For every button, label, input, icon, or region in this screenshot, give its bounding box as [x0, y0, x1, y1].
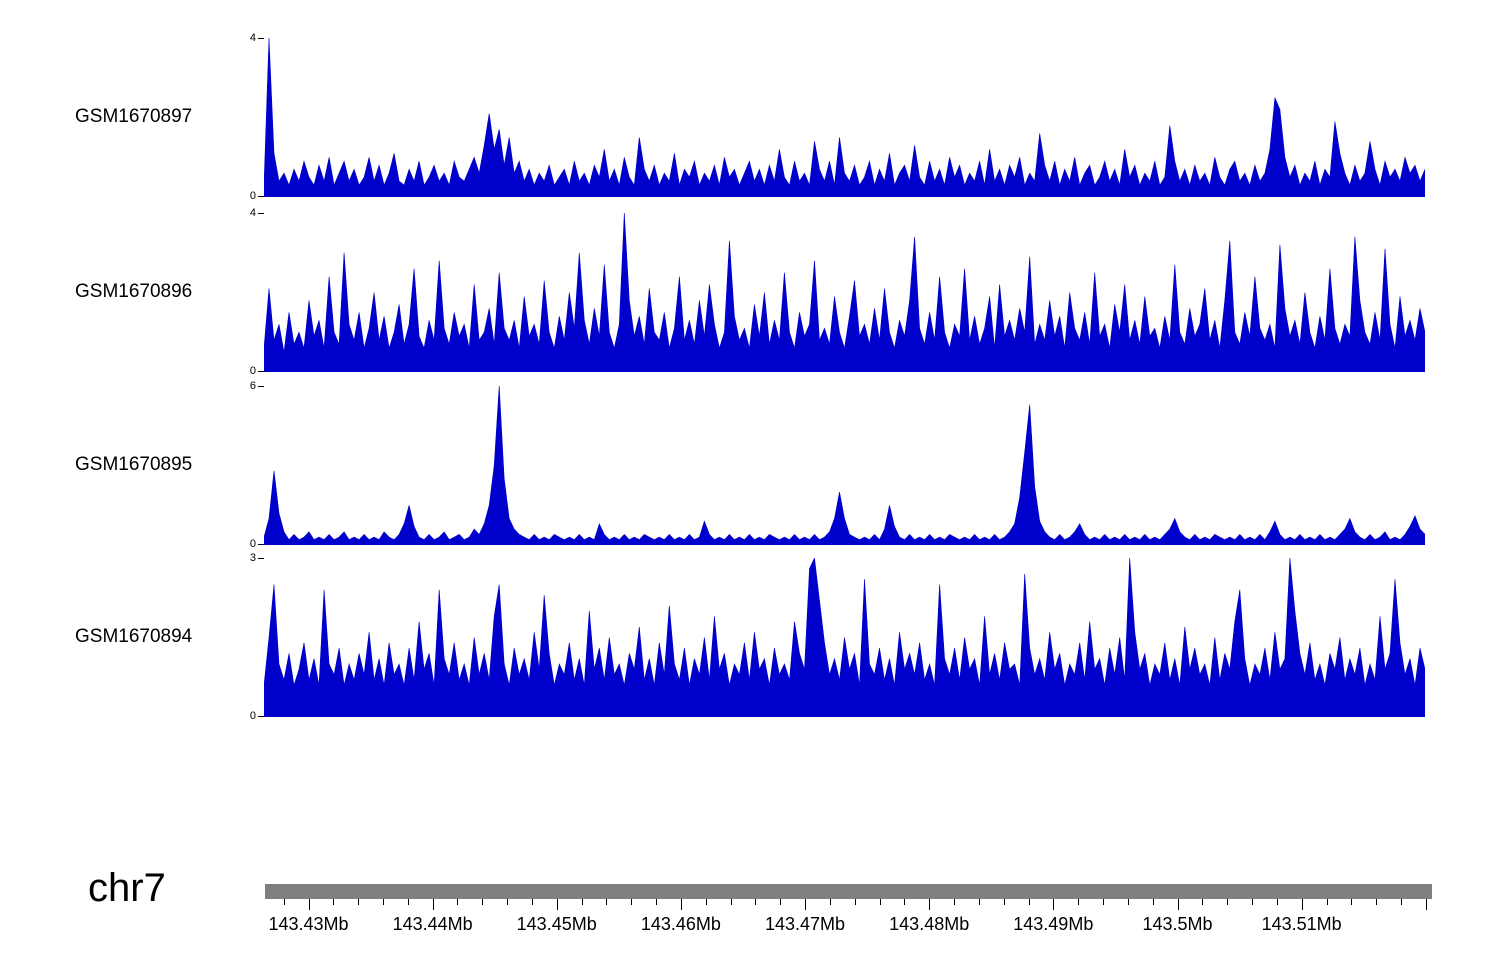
major-tick [680, 899, 682, 910]
minor-tick [581, 899, 583, 905]
y-axis-tick [258, 558, 264, 559]
coordinate-label: 143.49Mb [1013, 914, 1094, 934]
minor-tick [705, 899, 707, 905]
minor-tick [1103, 899, 1104, 905]
y-axis-max-label: 4 [249, 207, 256, 219]
y-axis-min-label: 0 [249, 710, 256, 722]
minor-tick [507, 899, 509, 905]
y-axis-min-label: 0 [249, 190, 256, 202]
track-label: GSM1670894 [75, 626, 193, 647]
minor-tick [854, 899, 856, 905]
minor-tick [1376, 899, 1378, 905]
minor-tick [829, 899, 831, 905]
minor-tick [382, 899, 384, 905]
minor-tick [1202, 899, 1204, 905]
y-axis-tick [258, 386, 264, 387]
minor-tick [1152, 899, 1154, 905]
y-axis-tick [258, 213, 264, 214]
coordinate-label: 143.47Mb [764, 914, 846, 934]
minor-tick [606, 899, 608, 905]
minor-tick [1252, 899, 1253, 905]
major-tick [432, 899, 434, 910]
major-tick [308, 899, 310, 910]
signal-track-1: GSM1670897 4 0 [0, 32, 1500, 202]
major-tick [556, 899, 558, 910]
minor-tick [482, 899, 484, 905]
minor-tick [531, 899, 533, 905]
track-label: GSM1670897 [75, 106, 193, 127]
coordinate-label: 143.45Mb [516, 914, 597, 934]
minor-tick [879, 899, 881, 905]
minor-tick [358, 899, 360, 905]
major-tick [1053, 899, 1055, 910]
y-axis-max-label: 6 [249, 380, 256, 392]
minor-tick [954, 899, 955, 905]
chromosome-ideogram-bar [265, 884, 1432, 899]
minor-tick [1401, 899, 1402, 905]
signal-track-4: GSM1670894 3 0 [0, 552, 1500, 722]
major-tick [1301, 899, 1303, 910]
track-label: GSM1670896 [75, 281, 193, 302]
minor-tick [457, 899, 459, 905]
signal-track-3: GSM1670895 6 0 [0, 380, 1500, 550]
y-axis-max-label: 3 [249, 552, 256, 564]
y-axis-tick [258, 196, 264, 197]
major-tick [1177, 899, 1179, 910]
minor-tick [904, 899, 906, 905]
y-axis-min-label: 0 [249, 538, 256, 550]
y-axis-tick [258, 716, 264, 717]
coordinate-label: 143.46Mb [640, 914, 721, 934]
coordinate-label: 143.43Mb [268, 914, 349, 934]
minor-tick [1276, 899, 1278, 905]
coordinate-label: 143.48Mb [889, 914, 970, 934]
minor-tick [780, 899, 782, 905]
y-axis-tick [258, 371, 264, 372]
minor-tick [978, 899, 980, 905]
y-axis-max-label: 4 [249, 32, 256, 44]
minor-tick [283, 899, 285, 905]
coverage-signal-plot [264, 213, 1425, 372]
major-tick [1425, 899, 1427, 910]
coverage-signal-plot [264, 38, 1425, 197]
minor-tick [1326, 899, 1328, 905]
minor-tick [656, 899, 658, 905]
signal-track-2: GSM1670896 4 0 [0, 207, 1500, 377]
minor-tick [1078, 899, 1080, 905]
y-axis-min-label: 0 [249, 365, 256, 377]
coordinate-label: 143.44Mb [392, 914, 473, 934]
coverage-signal-plot [264, 386, 1425, 545]
minor-tick [730, 899, 732, 905]
minor-tick [1127, 899, 1129, 905]
y-axis-tick [258, 544, 264, 545]
y-axis-tick [258, 38, 264, 39]
minor-tick [1351, 899, 1353, 905]
minor-tick [1003, 899, 1005, 905]
major-tick [929, 899, 931, 910]
coverage-signal-plot [264, 558, 1425, 717]
minor-tick [1028, 899, 1030, 905]
coordinate-label: 143.51Mb [1261, 914, 1342, 934]
minor-tick [1227, 899, 1229, 905]
chromosome-name-label: chr7 [88, 866, 166, 910]
minor-tick [755, 899, 757, 905]
minor-tick [333, 899, 335, 905]
major-tick [805, 899, 806, 910]
track-label: GSM1670895 [75, 454, 193, 475]
minor-tick [631, 899, 633, 905]
coordinate-label: 143.5Mb [1142, 914, 1213, 934]
minor-tick [407, 899, 409, 905]
